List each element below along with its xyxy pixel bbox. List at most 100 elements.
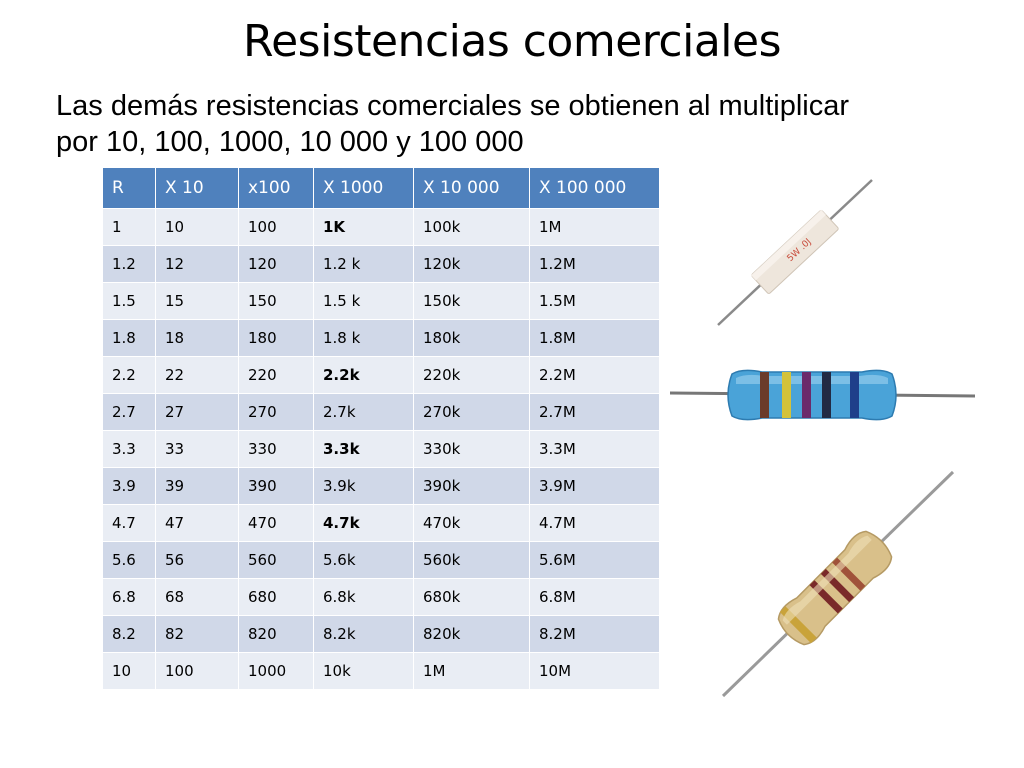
ceramic-body: 5W .0J [751,209,839,294]
table-cell: 3.9M [529,467,660,505]
table-cell: 5.6M [529,541,660,579]
table-cell: 4.7M [529,504,660,542]
table-cell: 47 [155,504,239,542]
table-cell: 2.2 [102,356,156,394]
table-cell: 330k [413,430,530,468]
table-row: 5.6 56 560 5.6k 560k 5.6M [102,541,660,579]
column-header: X 100 000 [529,167,660,209]
column-header: R [102,167,156,209]
table-cell: 4.7 [102,504,156,542]
table-row: 1.5 15 150 1.5 k 150k 1.5M [102,282,660,320]
table-cell: 2.2k [313,356,414,394]
table-cell: 680k [413,578,530,616]
table-cell: 1.8 [102,319,156,357]
table-cell: 3.3 [102,430,156,468]
table-cell: 18 [155,319,239,357]
table-cell: 8.2k [313,615,414,653]
carbon-body [777,530,893,646]
table-cell: 2.2M [529,356,660,394]
slide-subtitle: Las demás resistencias comerciales se ob… [56,90,850,158]
table-cell: 1.2M [529,245,660,283]
table-cell: 3.3M [529,430,660,468]
table-row: 1.8 18 180 1.8 k 180k 1.8M [102,319,660,357]
table-row: 2.7 27 270 2.7k 270k 2.7M [102,393,660,431]
table-cell: 8.2M [529,615,660,653]
table-cell: 6.8 [102,578,156,616]
table-cell: 220 [238,356,314,394]
table-cell: 180k [413,319,530,357]
table-cell: 330 [238,430,314,468]
table-cell: 56 [155,541,239,579]
table-cell: 120k [413,245,530,283]
table-cell: 6.8k [313,578,414,616]
table-cell: 5.6 [102,541,156,579]
table-cell: 1.5M [529,282,660,320]
table-row: 10 100 1000 10k 1M 10M [102,652,660,690]
table-cell: 1 [102,208,156,246]
column-header: x100 [238,167,314,209]
table-row: 6.8 68 680 6.8k 680k 6.8M [102,578,660,616]
table-cell: 820 [238,615,314,653]
table-cell: 12 [155,245,239,283]
table-cell: 10k [313,652,414,690]
metal-film-resistor-image [670,369,975,421]
table-cell: 2.7M [529,393,660,431]
table-cell: 220k [413,356,530,394]
table-row: 2.2 22 220 2.2k 220k 2.2M [102,356,660,394]
table-cell: 100 [238,208,314,246]
table-cell: 27 [155,393,239,431]
table-cell: 6.8M [529,578,660,616]
table-cell: 4.7k [313,504,414,542]
table-cell: 150 [238,282,314,320]
table-cell: 2.7 [102,393,156,431]
table-cell: 1000 [238,652,314,690]
table-cell: 120 [238,245,314,283]
table-cell: 22 [155,356,239,394]
table-cell: 1.5 k [313,282,414,320]
table-cell: 2.7k [313,393,414,431]
table-cell: 390k [413,467,530,505]
table-cell: 3.3k [313,430,414,468]
table-cell: 180 [238,319,314,357]
table-cell: 560k [413,541,530,579]
table-cell: 1.8M [529,319,660,357]
table-cell: 10 [102,652,156,690]
column-header: X 1000 [313,167,414,209]
table-header-row: R X 10 x100 X 1000 X 10 000 X 100 000 [102,167,660,209]
table-cell: 100k [413,208,530,246]
table-cell: 1K [313,208,414,246]
table-row: 8.2 82 820 8.2k 820k 8.2M [102,615,660,653]
table-cell: 470 [238,504,314,542]
table-cell: 10M [529,652,660,690]
table-row: 3.3 33 330 3.3k 330k 3.3M [102,430,660,468]
table-cell: 33 [155,430,239,468]
table-row: 3.9 39 390 3.9k 390k 3.9M [102,467,660,505]
table-cell: 68 [155,578,239,616]
table-cell: 470k [413,504,530,542]
table-cell: 3.9k [313,467,414,505]
table-cell: 1M [413,652,530,690]
ceramic-power-resistor-image: 5W .0J [717,179,873,326]
table-cell: 820k [413,615,530,653]
table-cell: 1.2 [102,245,156,283]
table-row: 1 10 100 1K 100k 1M [102,208,660,246]
table-cell: 270k [413,393,530,431]
resistor-values-table: R X 10 x100 X 1000 X 10 000 X 100 000 1 … [102,167,660,690]
table-cell: 10 [155,208,239,246]
table-row: 1.2 12 120 1.2 k 120k 1.2M [102,245,660,283]
table-cell: 390 [238,467,314,505]
column-header: X 10 [155,167,239,209]
table-cell: 100 [155,652,239,690]
table-cell: 680 [238,578,314,616]
table-cell: 270 [238,393,314,431]
table-cell: 15 [155,282,239,320]
slide-title: Resistencias comerciales [243,16,782,67]
column-header: X 10 000 [413,167,530,209]
table-cell: 39 [155,467,239,505]
table-cell: 3.9 [102,467,156,505]
table-cell: 8.2 [102,615,156,653]
metal-film-body [727,369,897,421]
table-row: 4.7 47 470 4.7k 470k 4.7M [102,504,660,542]
table-cell: 5.6k [313,541,414,579]
table-cell: 82 [155,615,239,653]
